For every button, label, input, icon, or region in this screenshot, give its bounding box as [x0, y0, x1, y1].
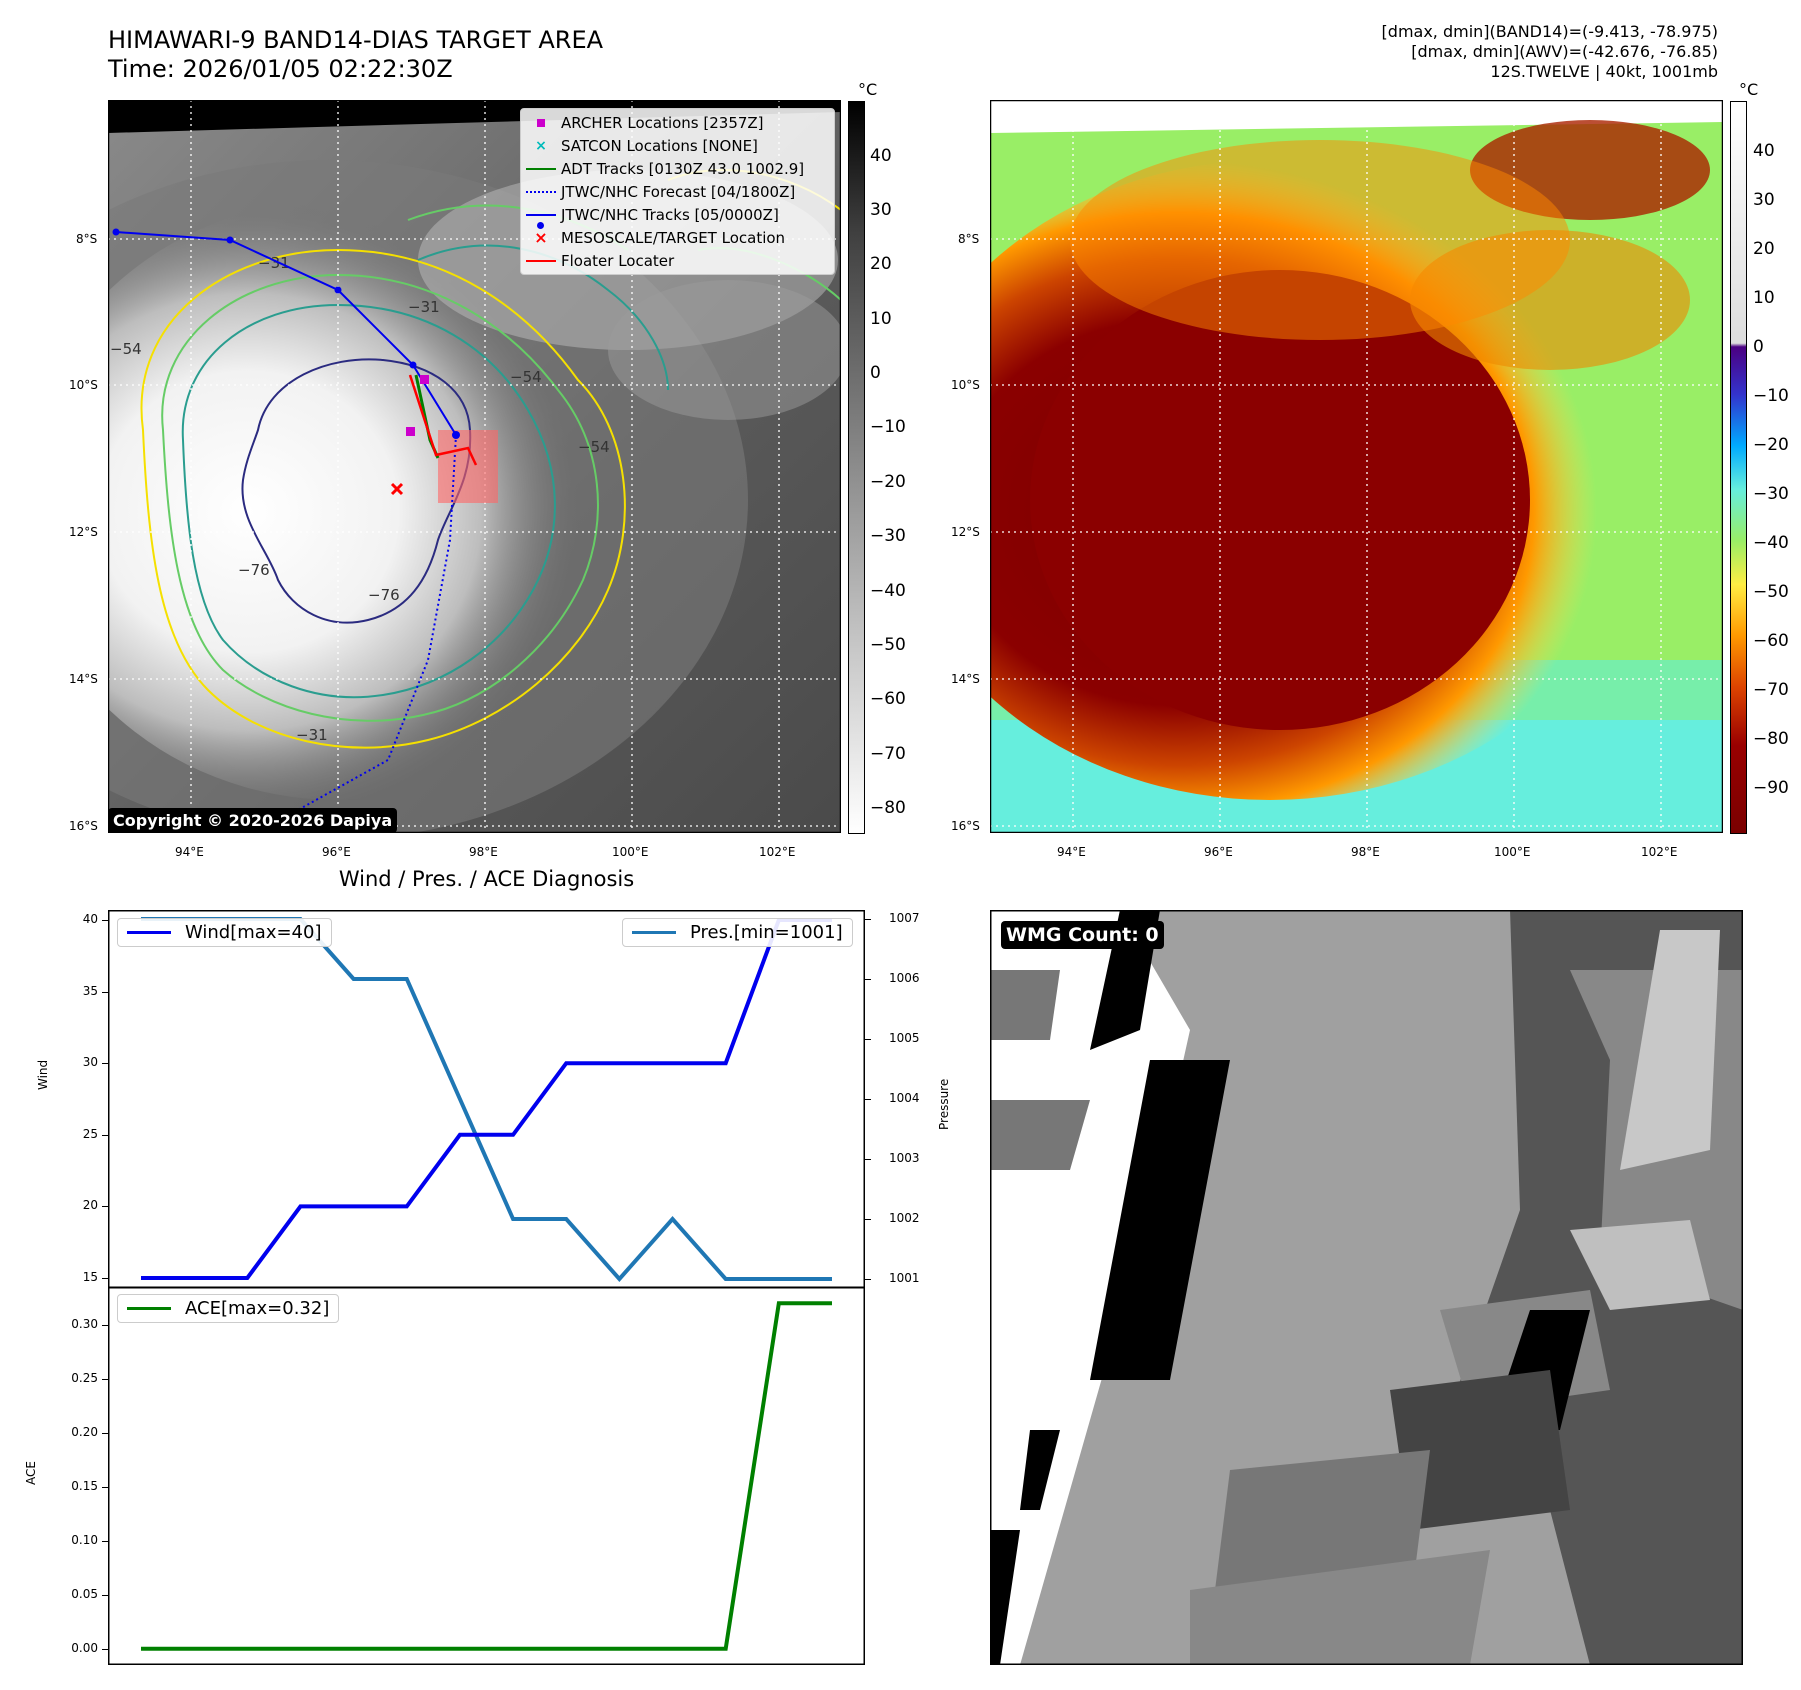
- info-line-awv: [dmax, dmin](AWV)=(-42.676, -76.85): [1411, 42, 1718, 61]
- tick-label: 1006: [889, 971, 920, 985]
- tick-label: 0.25: [71, 1370, 98, 1385]
- line-icon: [127, 931, 171, 934]
- contour-label: −76: [238, 561, 270, 579]
- line-icon: [632, 931, 676, 934]
- archer-marker: [420, 375, 429, 384]
- wind-axis-label: Wind: [36, 1059, 50, 1090]
- line-icon: [526, 259, 556, 262]
- tick-label: 0.15: [71, 1478, 98, 1493]
- tick-label: 1002: [889, 1211, 920, 1225]
- contour-label: −54: [110, 340, 142, 358]
- ace-axis-label: ACE: [24, 1461, 38, 1485]
- right-colorbar-unit: °C: [1739, 80, 1759, 99]
- legend-jtwc-forecast: JTWC/NHC Forecast [04/1800Z]: [521, 180, 834, 203]
- tick-label: 1001: [889, 1271, 920, 1285]
- ace-chart: [108, 1287, 865, 1665]
- archer-marker: [406, 427, 415, 436]
- contour-label: −54: [510, 368, 542, 386]
- info-line-band14: [dmax, dmin](BAND14)=(-9.413, -78.975): [1381, 22, 1718, 41]
- legend-adt: ADT Tracks [0130Z 43.0 1002.9]: [521, 157, 834, 180]
- info-line-storm: 12S.TWELVE | 40kt, 1001mb: [1490, 62, 1718, 81]
- awv-map: [990, 100, 1723, 833]
- contour-label: −31: [296, 726, 328, 744]
- floater-locator-line: [408, 374, 478, 466]
- red-x-icon: ×: [534, 228, 548, 247]
- info-block: [dmax, dmin](BAND14)=(-9.413, -78.975) […: [1118, 22, 1718, 82]
- tick-label: 0.20: [71, 1424, 98, 1439]
- tick-label: 20: [82, 1198, 98, 1213]
- legend-mesoscale: × MESOSCALE/TARGET Location: [521, 226, 834, 249]
- tick-label: 1003: [889, 1151, 920, 1165]
- square-marker-icon: [537, 118, 545, 127]
- contour-label: −31: [258, 254, 290, 272]
- left-colorbar-unit: °C: [858, 80, 878, 99]
- wind-legend: Wind[max=40]: [117, 918, 332, 947]
- tick-label: 1007: [889, 911, 920, 925]
- tick-label: 40: [82, 912, 98, 927]
- x-marker-icon: ×: [535, 137, 547, 154]
- tick-label: 30: [82, 1055, 98, 1070]
- tick-label: 0.05: [71, 1586, 98, 1601]
- contour-label: −76: [368, 586, 400, 604]
- diagnosis-title: Wind / Pres. / ACE Diagnosis: [338, 867, 635, 891]
- contour-label: −31: [408, 298, 440, 316]
- pressure-legend: Pres.[min=1001]: [622, 918, 853, 947]
- dot-line-icon: [537, 221, 544, 229]
- tick-label: 35: [82, 983, 98, 998]
- legend-satcon: × SATCON Locations [NONE]: [521, 134, 834, 157]
- legend-jtwc-tracks: JTWC/NHC Tracks [05/0000Z]: [521, 203, 834, 229]
- wind-series-line: [141, 918, 832, 1280]
- tick-label: 1005: [889, 1031, 920, 1045]
- floater-box: [438, 430, 498, 503]
- jtwc-forecast-line: [297, 434, 457, 811]
- figure-title-line2: Time: 2026/01/05 02:22:30Z: [108, 55, 453, 83]
- tick-label: 0.00: [71, 1640, 98, 1655]
- line-icon: [526, 167, 556, 170]
- ace-legend: ACE[max=0.32]: [117, 1294, 340, 1323]
- copyright-badge: Copyright © 2020-2026 Dapiya: [108, 808, 398, 833]
- line-icon: [127, 1307, 171, 1310]
- tick-label: 1004: [889, 1091, 920, 1105]
- awv-map-gridlines: [990, 100, 1723, 833]
- wmg-panel: [990, 910, 1743, 1665]
- tick-label: 0.30: [71, 1316, 98, 1331]
- pressure-axis-label: Pressure: [937, 1078, 951, 1130]
- wind-pressure-chart: [108, 910, 865, 1288]
- left-colorbar: [848, 101, 865, 834]
- right-colorbar: [1730, 101, 1747, 834]
- tick-label: 25: [82, 1126, 98, 1141]
- pressure-series-line: [141, 917, 832, 1283]
- map-legend: ARCHER Locations [2357Z] × SATCON Locatio…: [520, 108, 835, 275]
- mesoscale-target-marker: [390, 482, 404, 496]
- tick-label: 15: [82, 1269, 98, 1284]
- contour-label: −54: [578, 438, 610, 456]
- dotted-line-icon: [526, 190, 556, 193]
- tick-label: 0.10: [71, 1532, 98, 1547]
- legend-floater: Floater Locater: [521, 249, 834, 272]
- figure-title-line1: HIMAWARI-9 BAND14-DIAS TARGET AREA: [108, 26, 604, 54]
- legend-archer: ARCHER Locations [2357Z]: [521, 111, 834, 134]
- ace-series-line: [141, 1301, 832, 1651]
- wmg-count-badge: WMG Count: 0: [1001, 921, 1164, 949]
